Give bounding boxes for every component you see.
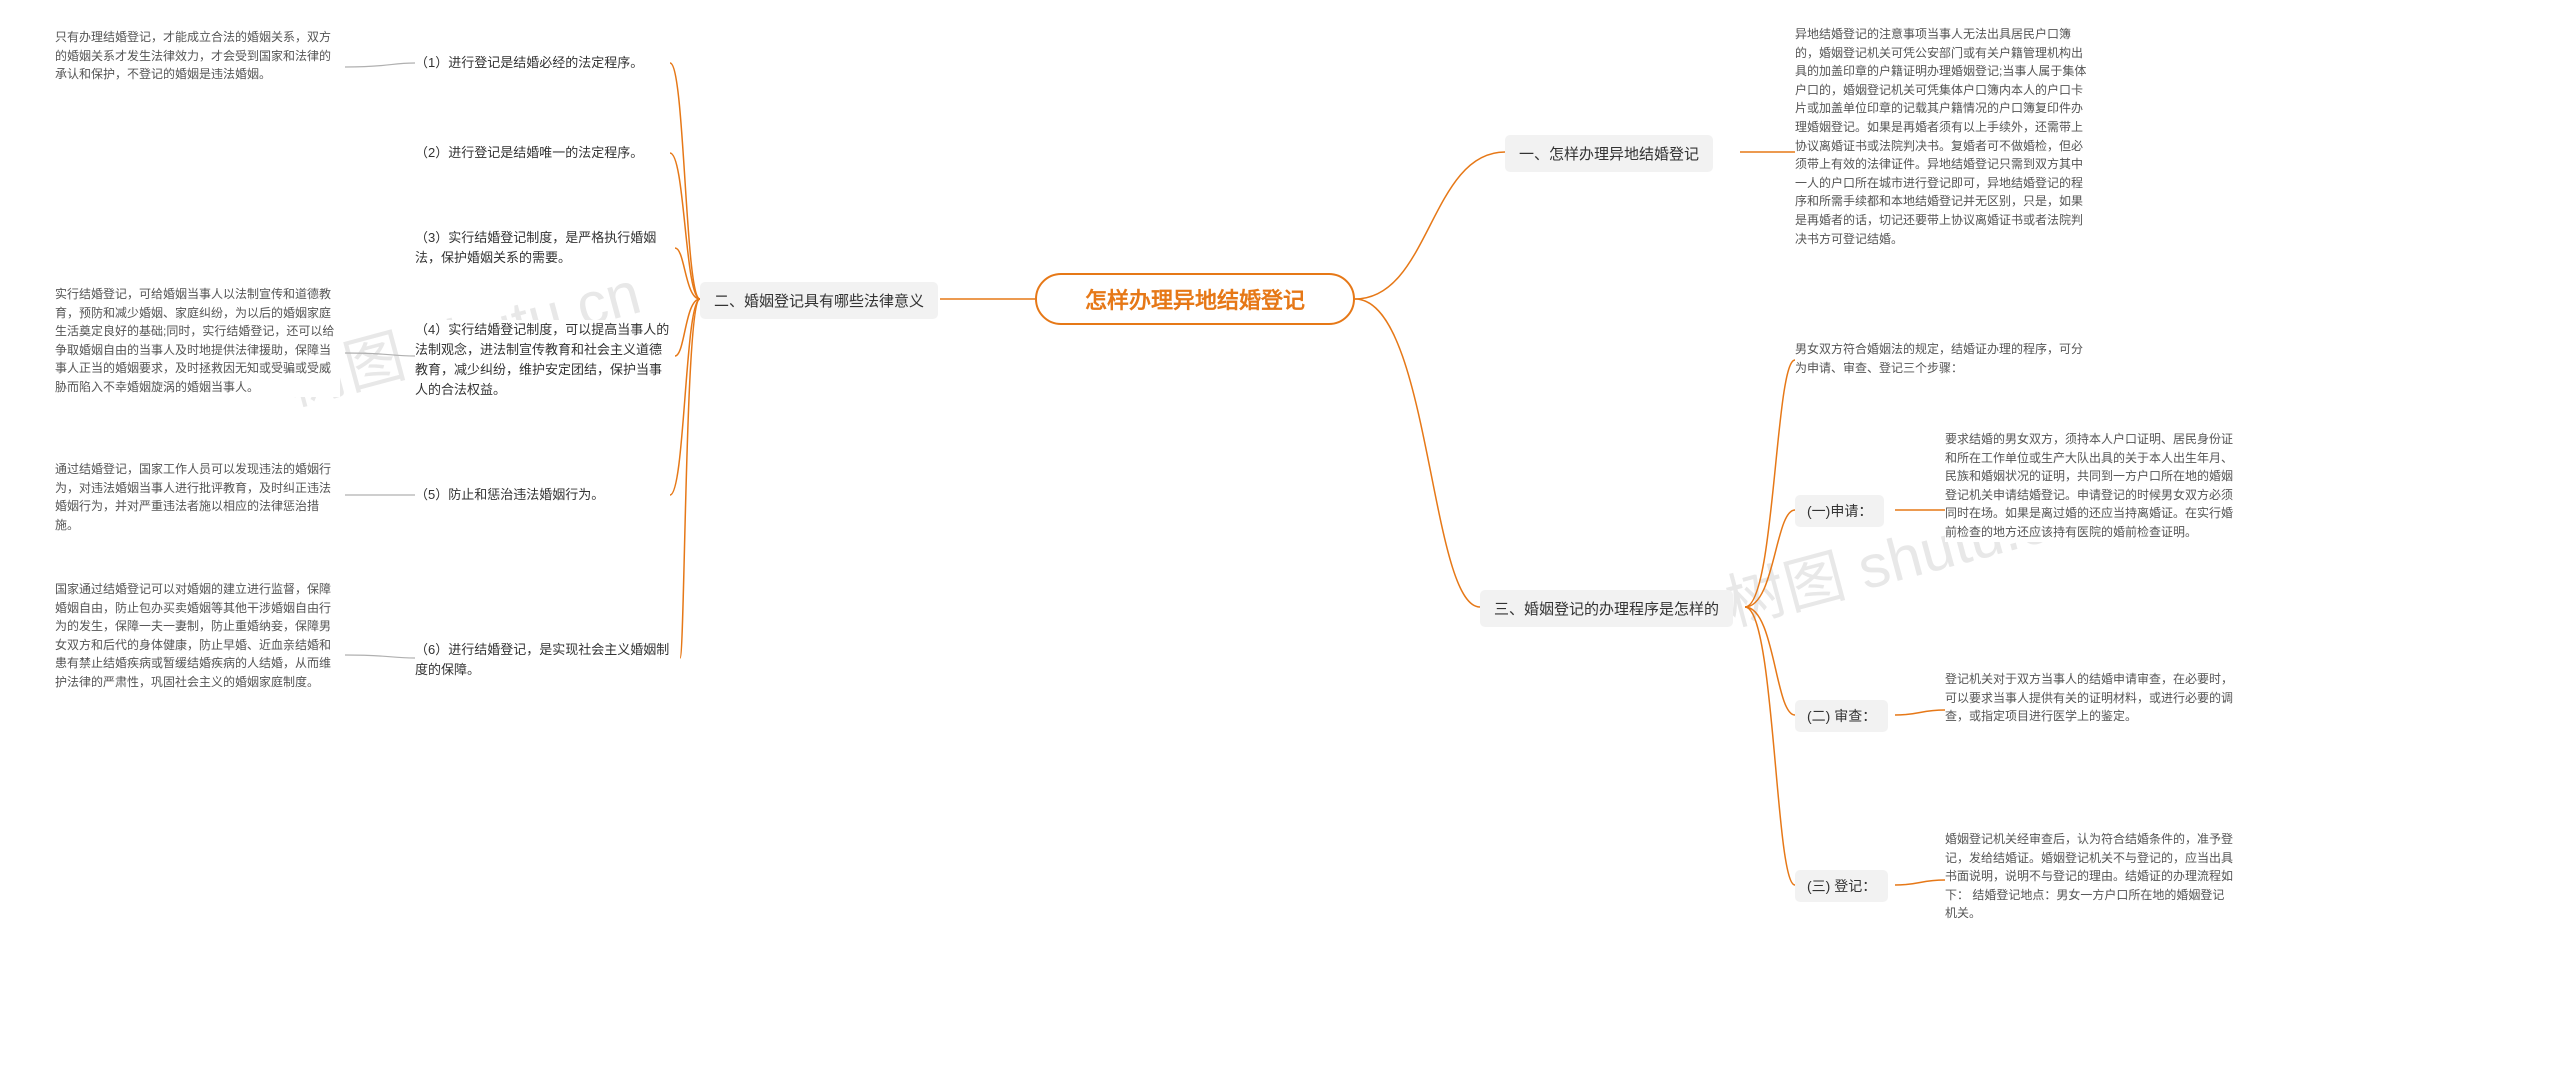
branch-2-child-1[interactable]: （1）进行登记是结婚必经的法定程序。 xyxy=(415,53,665,73)
central-node[interactable]: 怎样办理异地结婚登记 xyxy=(1035,273,1355,325)
branch-3-child-1[interactable]: (一)申请： xyxy=(1795,495,1884,527)
branch-2-child-4-detail: 实行结婚登记，可给婚姻当事人以法制宣传和道德教育，预防和减少婚姻、家庭纠纷，为以… xyxy=(55,285,340,397)
branch-1[interactable]: 一、怎样办理异地结婚登记 xyxy=(1505,135,1713,172)
branch-3-intro: 男女双方符合婚姻法的规定，结婚证办理的程序，可分为申请、审查、登记三个步骤： xyxy=(1795,340,2085,377)
branch-2-child-3[interactable]: （3）实行结婚登记制度，是严格执行婚姻法，保护婚姻关系的需要。 xyxy=(415,228,675,268)
branch-2-child-5-detail: 通过结婚登记，国家工作人员可以发现违法的婚姻行为，对违法婚姻当事人进行批评教育，… xyxy=(55,460,340,534)
branch-2-child-4[interactable]: （4）实行结婚登记制度，可以提高当事人的法制观念，进法制宣传教育和社会主义道德教… xyxy=(415,320,670,401)
branch-3-child-1-detail: 要求结婚的男女双方，须持本人户口证明、居民身份证和所在工作单位或生产大队出具的关… xyxy=(1945,430,2235,542)
branch-3-child-2-detail: 登记机关对于双方当事人的结婚申请审查，在必要时，可以要求当事人提供有关的证明材料… xyxy=(1945,670,2235,726)
branch-3-child-3[interactable]: (三) 登记： xyxy=(1795,870,1888,902)
branch-2-child-5[interactable]: （5）防止和惩治违法婚姻行为。 xyxy=(415,485,665,505)
branch-2-child-2[interactable]: （2）进行登记是结婚唯一的法定程序。 xyxy=(415,143,665,163)
branch-2[interactable]: 二、婚姻登记具有哪些法律意义 xyxy=(700,282,938,319)
branch-3-child-2[interactable]: (二) 审查： xyxy=(1795,700,1888,732)
branch-1-detail: 异地结婚登记的注意事项当事人无法出具居民户口簿的，婚姻登记机关可凭公安部门或有关… xyxy=(1795,25,2090,248)
branch-2-child-6-detail: 国家通过结婚登记可以对婚姻的建立进行监督，保障婚姻自由，防止包办买卖婚姻等其他干… xyxy=(55,580,340,692)
branch-3[interactable]: 三、婚姻登记的办理程序是怎样的 xyxy=(1480,590,1733,627)
branch-3-child-3-detail: 婚姻登记机关经审查后，认为符合结婚条件的，准予登记，发给结婚证。婚姻登记机关不与… xyxy=(1945,830,2235,923)
branch-2-child-1-detail: 只有办理结婚登记，才能成立合法的婚姻关系，双方的婚姻关系才发生法律效力，才会受到… xyxy=(55,28,340,84)
branch-2-child-6[interactable]: （6）进行结婚登记，是实现社会主义婚姻制度的保障。 xyxy=(415,640,675,680)
